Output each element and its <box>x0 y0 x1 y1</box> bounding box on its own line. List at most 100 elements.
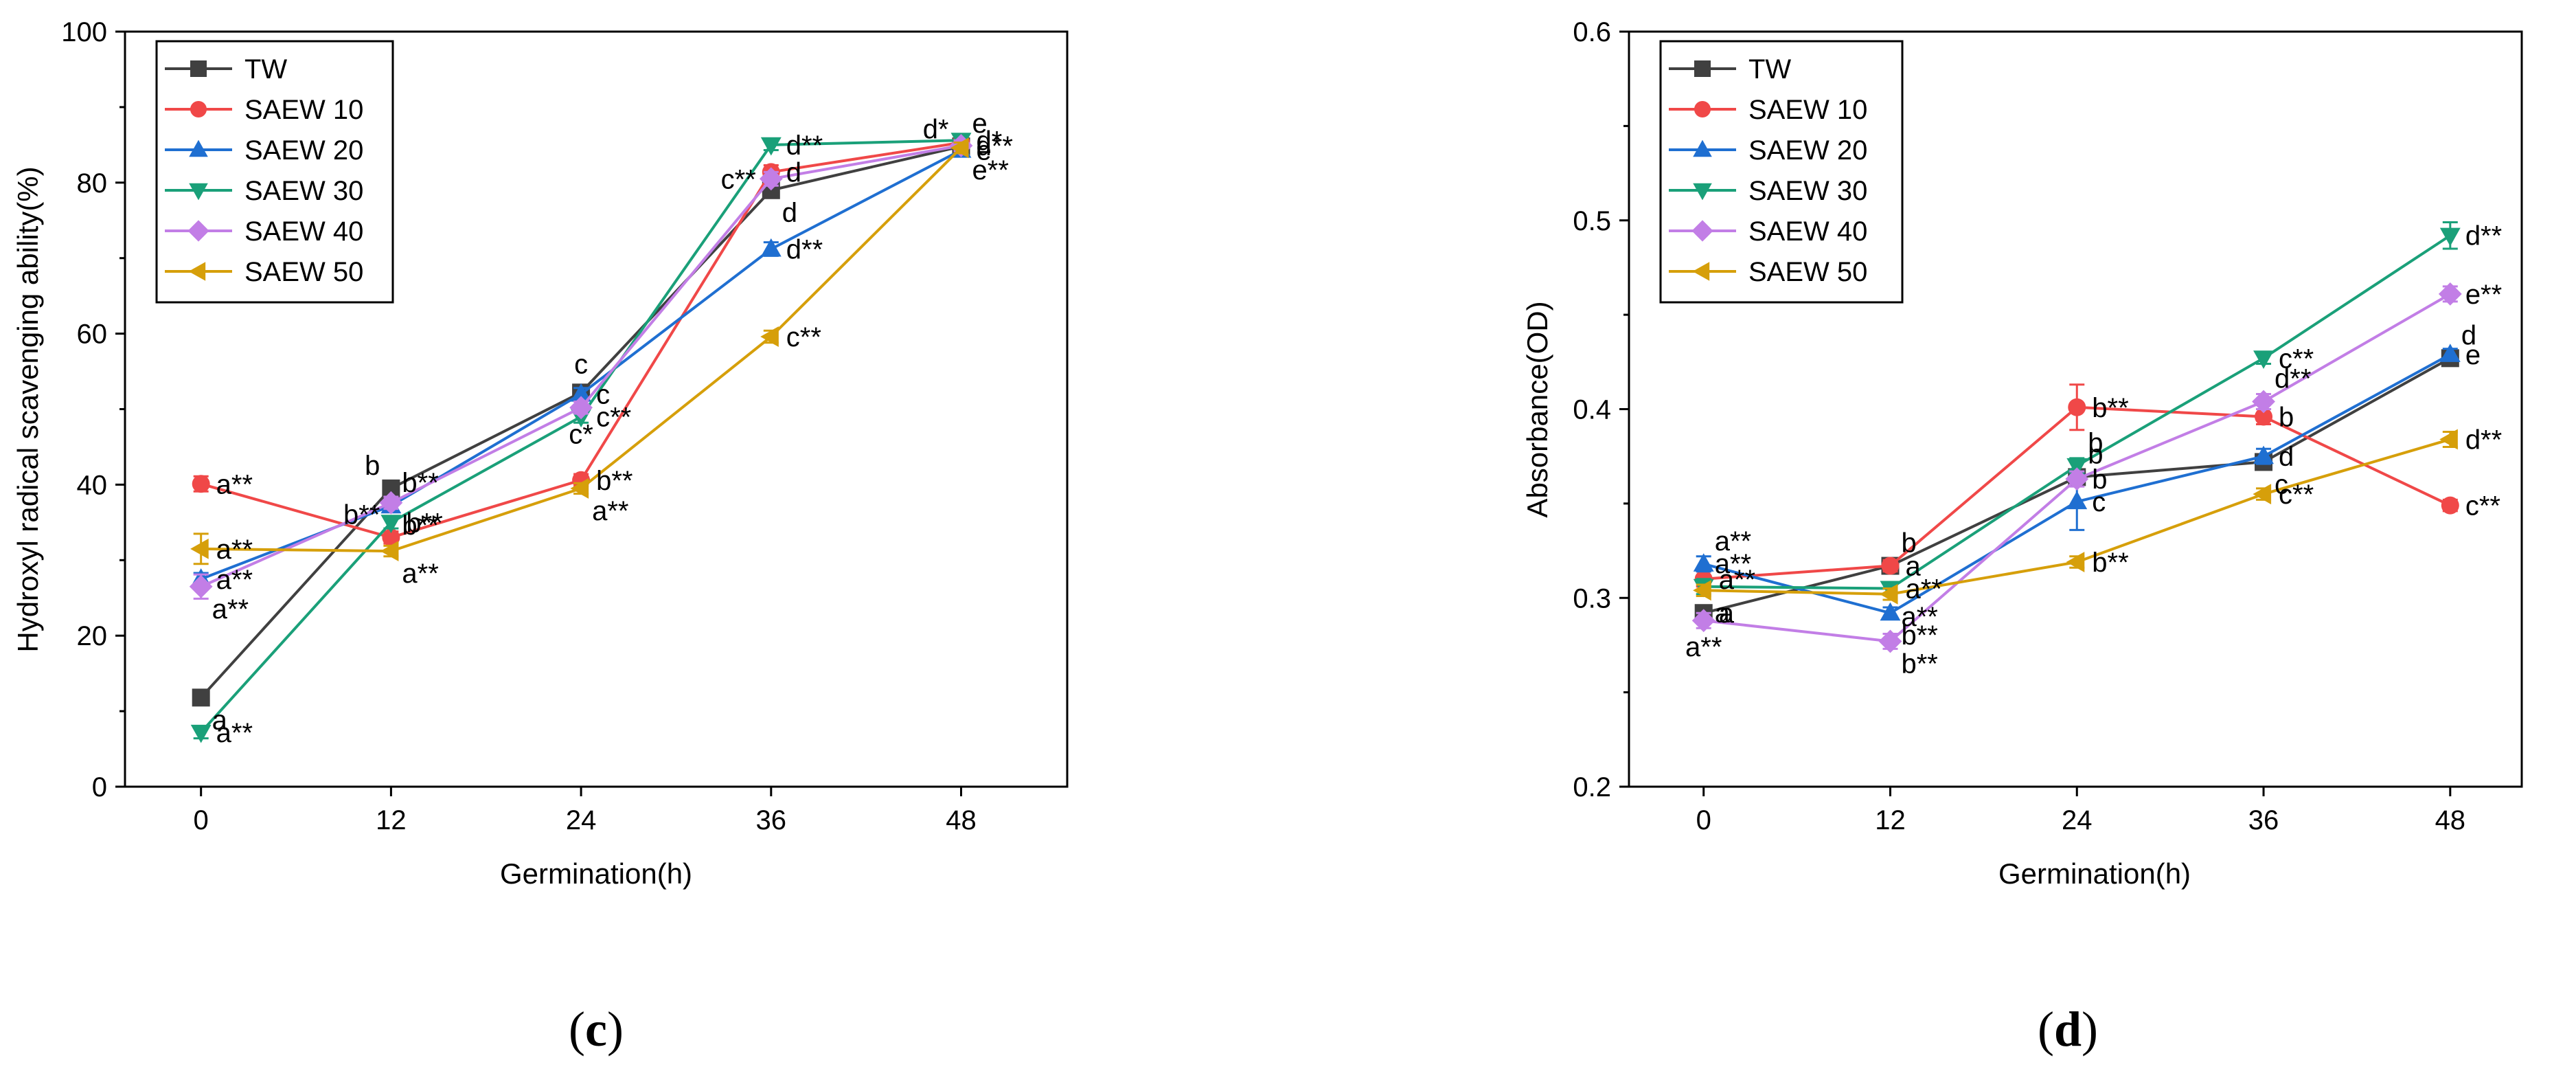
legend-box <box>1659 40 1904 304</box>
data-point <box>2439 429 2458 450</box>
significance-label: b <box>2279 402 2294 432</box>
significance-label: d <box>2461 320 2476 350</box>
legend-marker <box>1693 183 1712 201</box>
x-tick-label: 24 <box>566 805 597 835</box>
x-tick-label: 48 <box>2435 805 2466 835</box>
significance-label: b <box>1901 528 1916 559</box>
x-tick-label: 24 <box>2062 805 2093 835</box>
data-point <box>1880 602 1901 621</box>
y-tick-label: 80 <box>77 168 108 199</box>
significance-label: d <box>2279 442 2294 472</box>
legend-label: TW <box>244 54 287 85</box>
significance-label: a** <box>1905 574 1941 605</box>
significance-label: a** <box>216 565 253 595</box>
significance-label: c* <box>569 419 593 449</box>
x-tick-label: 48 <box>946 805 977 835</box>
data-point <box>2066 491 2088 510</box>
x-axis-title: Germination(h) <box>1998 857 2191 890</box>
legend-label: TW <box>1748 54 1791 85</box>
y-tick-label: 60 <box>77 319 108 350</box>
data-point <box>1878 629 1902 653</box>
significance-label: c <box>574 349 588 379</box>
data-point <box>2253 484 2272 505</box>
y-tick-label: 0 <box>92 772 107 802</box>
significance-label: a** <box>1719 565 1755 595</box>
significance-label: a <box>1905 552 1921 582</box>
legend-marker <box>1691 220 1713 242</box>
legend-marker <box>1694 60 1711 77</box>
significance-label: e** <box>972 155 1009 186</box>
significance-label: c <box>2275 469 2288 499</box>
data-point <box>192 688 210 707</box>
significance-label: b** <box>2092 548 2128 578</box>
legend: TW SAEW 10 SAEW 20 SAEW 30 SAEW 40 SAEW 50 <box>155 40 394 304</box>
panel-label-c: (c) <box>569 1002 624 1057</box>
significance-label: e <box>2465 340 2481 370</box>
legend-marker <box>1693 139 1712 157</box>
significance-label: d** <box>2465 221 2502 251</box>
significance-label: e** <box>2465 280 2502 310</box>
data-point <box>2253 350 2274 369</box>
legend-marker <box>189 183 208 201</box>
significance-label: a** <box>1715 549 1751 579</box>
significance-label: b <box>2088 428 2103 458</box>
data-point <box>1879 583 1898 605</box>
panel-letter-text: c <box>585 1002 607 1057</box>
data-point <box>2255 407 2273 426</box>
data-point <box>1691 609 1716 633</box>
significance-label: c** <box>596 402 631 432</box>
data-point <box>190 538 209 559</box>
significance-label: d** <box>786 131 823 161</box>
legend-label: SAEW 40 <box>244 216 363 247</box>
data-point <box>760 238 782 257</box>
significance-label: a** <box>216 469 253 499</box>
significance-label: a** <box>216 535 253 565</box>
y-tick-label: 0.4 <box>1573 395 1611 425</box>
significance-label: c <box>596 380 610 410</box>
series-saew-20 <box>1693 344 2461 621</box>
series-layer <box>1691 221 2462 653</box>
legend-label: SAEW 20 <box>1748 135 1867 166</box>
significance-label: a** <box>216 718 253 748</box>
data-point <box>1693 553 1714 572</box>
legend-box <box>155 40 394 304</box>
data-point <box>569 396 593 420</box>
significance-label: c** <box>2465 491 2500 521</box>
data-point <box>2065 467 2089 491</box>
significance-label: a** <box>1685 632 1722 662</box>
data-point <box>382 528 400 547</box>
series-saew-40 <box>1691 282 2462 653</box>
y-tick-label: 20 <box>77 621 108 651</box>
series-saew-40 <box>189 134 973 600</box>
significance-label: d <box>786 157 801 188</box>
significance-label: c** <box>786 322 821 352</box>
data-point <box>2439 227 2461 247</box>
significance-label: a** <box>402 559 438 589</box>
series-layer <box>189 133 973 743</box>
significance-label: d* <box>977 126 1003 156</box>
significance-label: d* <box>923 115 949 145</box>
significance-label: a** <box>1715 526 1751 557</box>
y-tick-label: 0.6 <box>1573 17 1611 47</box>
significance-label: c** <box>721 164 756 194</box>
legend-marker <box>190 101 207 117</box>
data-point <box>760 326 779 347</box>
data-point <box>1693 580 1711 601</box>
significance-label: b <box>365 451 380 481</box>
significance-label: a** <box>592 496 628 526</box>
significance-label: d** <box>2275 364 2311 394</box>
data-point <box>192 475 210 493</box>
x-tick-label: 0 <box>194 805 209 835</box>
data-point <box>190 724 212 743</box>
significance-label: a <box>1715 598 1731 628</box>
significance-label: d** <box>786 235 823 265</box>
significance-label: a** <box>1901 602 1937 632</box>
significance-label: c <box>2092 487 2106 517</box>
y-tick-label: 0.2 <box>1573 772 1611 802</box>
legend-label: SAEW 20 <box>244 135 363 166</box>
data-point <box>2066 458 2088 477</box>
data-point <box>2066 552 2085 572</box>
